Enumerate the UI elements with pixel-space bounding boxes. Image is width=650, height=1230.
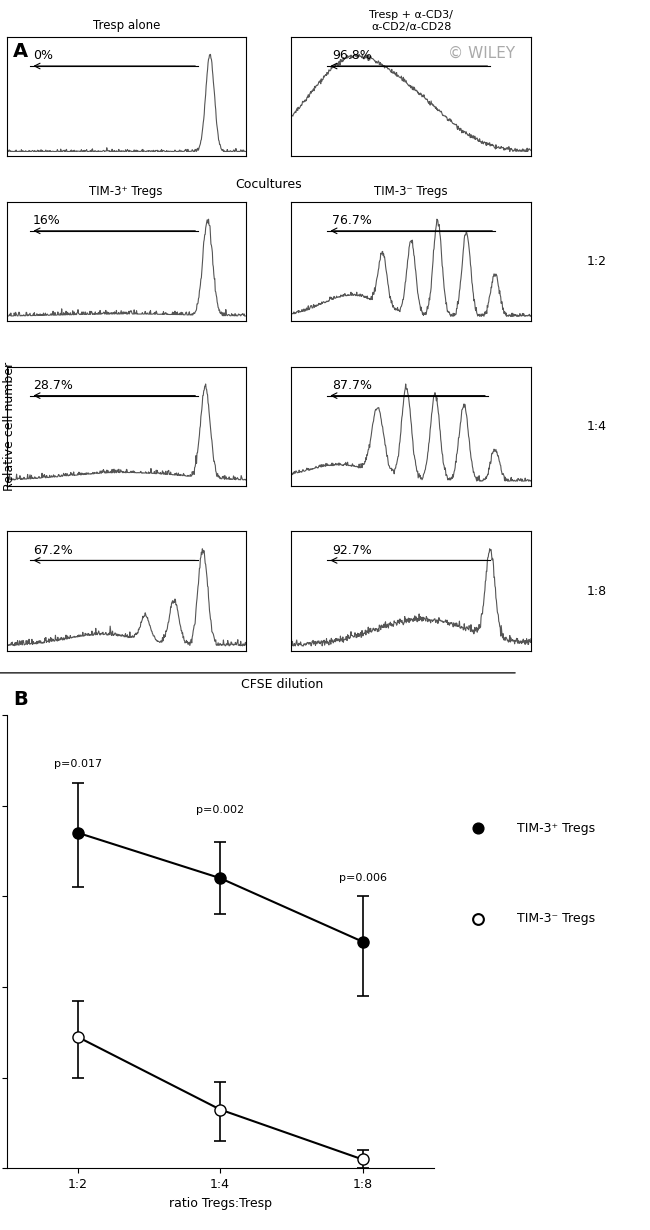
Text: 28.7%: 28.7% <box>33 379 73 391</box>
Text: Tresp alone: Tresp alone <box>92 18 160 32</box>
Text: © WILEY: © WILEY <box>448 46 515 60</box>
Text: 96.8%: 96.8% <box>332 49 372 63</box>
Text: 67.2%: 67.2% <box>33 544 73 556</box>
Text: p=0.006: p=0.006 <box>339 872 387 883</box>
Text: 0%: 0% <box>33 49 53 63</box>
Text: TIM-3⁻ Tregs: TIM-3⁻ Tregs <box>374 184 448 198</box>
Text: p=0.017: p=0.017 <box>54 759 102 769</box>
Text: 87.7%: 87.7% <box>332 379 372 391</box>
Text: A: A <box>13 42 28 60</box>
Text: 1:2: 1:2 <box>586 255 606 268</box>
Text: TIM-3⁻ Tregs: TIM-3⁻ Tregs <box>517 913 595 925</box>
Text: 16%: 16% <box>33 214 60 228</box>
Text: B: B <box>13 690 28 708</box>
Text: TIM-3⁺ Tregs: TIM-3⁺ Tregs <box>517 822 595 835</box>
Text: 1:4: 1:4 <box>586 419 606 433</box>
X-axis label: ratio Tregs:Tresp: ratio Tregs:Tresp <box>168 1197 272 1210</box>
Text: 76.7%: 76.7% <box>332 214 372 228</box>
Text: p=0.002: p=0.002 <box>196 804 244 814</box>
Text: 1:8: 1:8 <box>586 584 606 598</box>
Text: CFSE dilution: CFSE dilution <box>240 678 323 691</box>
Text: Tresp + α-CD3/
α-CD2/α-CD28: Tresp + α-CD3/ α-CD2/α-CD28 <box>369 10 453 32</box>
Text: 92.7%: 92.7% <box>332 544 372 556</box>
Text: Cocultures: Cocultures <box>235 177 302 191</box>
Text: TIM-3⁺ Tregs: TIM-3⁺ Tregs <box>90 184 163 198</box>
Text: Relative cell number: Relative cell number <box>3 362 16 491</box>
